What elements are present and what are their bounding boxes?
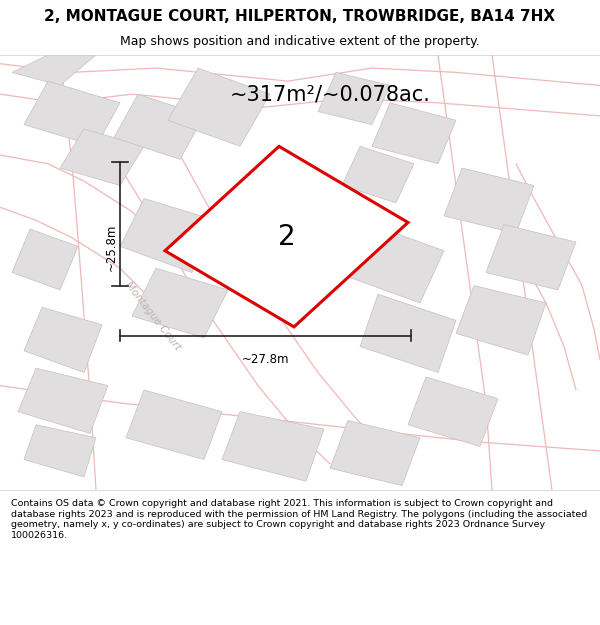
Polygon shape [126, 390, 222, 459]
Polygon shape [444, 168, 534, 233]
Polygon shape [24, 308, 102, 372]
Polygon shape [222, 412, 324, 481]
Polygon shape [18, 368, 108, 434]
Polygon shape [342, 146, 414, 203]
Polygon shape [120, 199, 216, 272]
Text: 2, MONTAGUE COURT, HILPERTON, TROWBRIDGE, BA14 7HX: 2, MONTAGUE COURT, HILPERTON, TROWBRIDGE… [44, 9, 556, 24]
Polygon shape [12, 55, 96, 86]
Polygon shape [318, 72, 390, 124]
Polygon shape [165, 146, 408, 327]
Polygon shape [408, 377, 498, 446]
Text: Map shows position and indicative extent of the property.: Map shows position and indicative extent… [120, 35, 480, 48]
Polygon shape [486, 224, 576, 290]
Polygon shape [204, 208, 312, 286]
Polygon shape [348, 224, 444, 303]
Polygon shape [456, 286, 546, 355]
Polygon shape [114, 94, 204, 159]
Polygon shape [24, 81, 120, 146]
Polygon shape [24, 425, 96, 477]
Polygon shape [12, 229, 78, 290]
Text: ~25.8m: ~25.8m [104, 224, 118, 271]
Text: Montague Court: Montague Court [123, 280, 183, 352]
Polygon shape [360, 294, 456, 372]
Polygon shape [372, 103, 456, 164]
Polygon shape [168, 68, 270, 146]
Text: ~27.8m: ~27.8m [242, 353, 289, 366]
Text: Contains OS data © Crown copyright and database right 2021. This information is : Contains OS data © Crown copyright and d… [11, 499, 587, 539]
Polygon shape [330, 421, 420, 486]
Text: ~317m²/~0.078ac.: ~317m²/~0.078ac. [230, 84, 430, 104]
Polygon shape [132, 268, 228, 338]
Polygon shape [60, 129, 144, 186]
Text: 2: 2 [278, 222, 295, 251]
